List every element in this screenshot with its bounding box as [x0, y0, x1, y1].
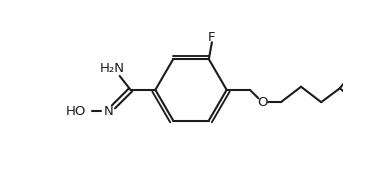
Text: H₂N: H₂N	[99, 62, 125, 75]
Text: O: O	[257, 96, 267, 109]
Text: N: N	[104, 105, 114, 118]
Text: HO: HO	[66, 105, 86, 118]
Text: F: F	[208, 31, 216, 44]
